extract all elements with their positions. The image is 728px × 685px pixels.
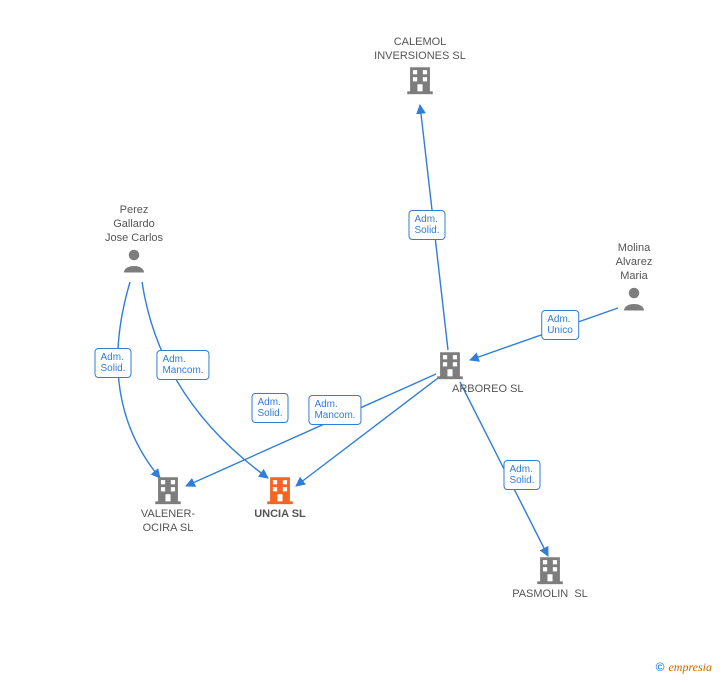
node-label: PASMOLIN SL bbox=[490, 587, 610, 601]
node-label: ARBOREO SL bbox=[452, 382, 510, 396]
node-uncia: UNCIA SL bbox=[220, 473, 340, 521]
building-icon bbox=[263, 473, 297, 507]
edge-perez-uncia bbox=[142, 282, 268, 478]
edge-label: Adm. Solid. bbox=[503, 460, 540, 490]
edge-label: Adm. Solid. bbox=[408, 210, 445, 240]
node-pasmolin: PASMOLIN SL bbox=[490, 553, 610, 601]
node-arboreo: ARBOREO SL bbox=[390, 348, 510, 396]
node-label: Molina Alvarez Maria bbox=[574, 241, 694, 283]
node-molina: Molina Alvarez Maria bbox=[574, 241, 694, 313]
footer-attribution: ©empresia bbox=[656, 660, 712, 675]
node-perez: Perez Gallardo Jose Carlos bbox=[74, 203, 194, 275]
brand-name: empresia bbox=[668, 660, 712, 674]
edge-label: Adm. Unico bbox=[541, 310, 579, 340]
node-label: VALENER- OCIRA SL bbox=[108, 507, 228, 535]
node-label: UNCIA SL bbox=[220, 507, 340, 521]
edge-perez-valener bbox=[118, 282, 160, 478]
edge-label: Adm. Mancom. bbox=[156, 350, 209, 380]
node-calemol: CALEMOL INVERSIONES SL bbox=[360, 35, 480, 97]
edge-label: Adm. Mancom. bbox=[308, 395, 361, 425]
node-valener: VALENER- OCIRA SL bbox=[108, 473, 228, 535]
building-icon bbox=[433, 348, 467, 382]
building-icon bbox=[151, 473, 185, 507]
person-icon bbox=[619, 283, 649, 313]
building-icon bbox=[403, 63, 437, 97]
edge-label: Adm. Solid. bbox=[251, 393, 288, 423]
person-icon bbox=[119, 245, 149, 275]
edge-layer bbox=[0, 0, 728, 685]
edge-label: Adm. Solid. bbox=[94, 348, 131, 378]
copyright-symbol: © bbox=[656, 660, 665, 674]
building-icon bbox=[533, 553, 567, 587]
node-label: Perez Gallardo Jose Carlos bbox=[74, 203, 194, 245]
node-label: CALEMOL INVERSIONES SL bbox=[360, 35, 480, 63]
